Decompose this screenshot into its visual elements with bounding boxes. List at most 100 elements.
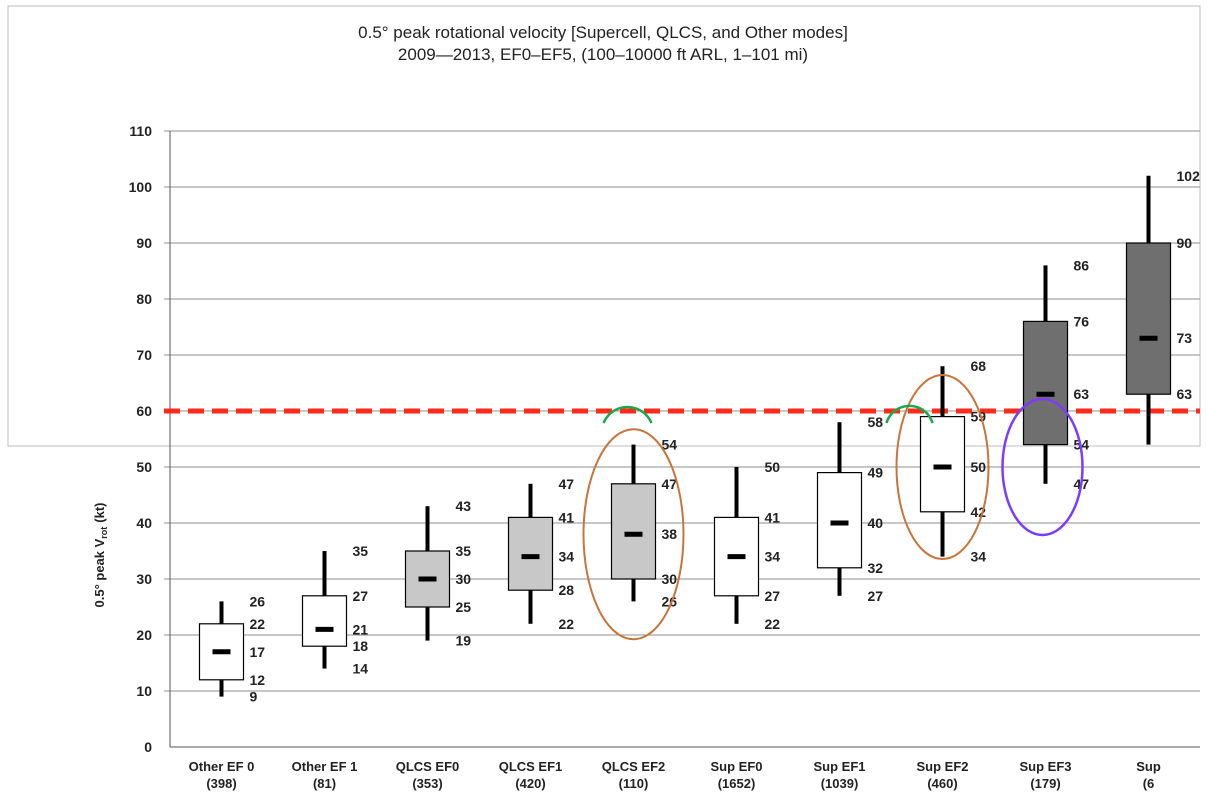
value-label-max: 47 [559,476,575,492]
box-iqr [1125,242,1172,395]
highlight-arc-green-2 [885,404,934,424]
value-label-max: 35 [353,543,369,559]
value-label-q3: 27 [353,588,369,604]
y-tick-label: 50 [136,459,152,475]
highlight-ellipse-qlcs-ef2 [582,428,685,641]
y-axis-label-subscript: rot [99,527,109,539]
y-tick-label: 30 [136,571,152,587]
box-iqr [1022,320,1069,446]
value-label-q3: 35 [456,543,472,559]
value-label-max: 58 [868,414,884,430]
y-tick-label: 70 [136,347,152,363]
value-label-q1: 32 [868,560,884,576]
value-label-max: 43 [456,498,472,514]
value-label-min: 22 [765,616,781,632]
box-iqr [301,595,348,647]
value-label-max: 86 [1074,257,1090,273]
x-tick-label: Other EF 0 [189,759,255,774]
value-label-q1: 63 [1177,386,1193,402]
box-6: 50 41 34 27 22 [713,459,781,632]
value-label-max: 50 [765,459,781,475]
y-tick-label: 40 [136,515,152,531]
y-tick-label: 60 [136,403,152,419]
value-label-min: 14 [353,661,369,677]
value-label-max: 54 [662,437,678,453]
value-label-q1: 12 [250,672,266,688]
value-label-min: 34 [971,549,987,565]
value-label-q1: 30 [662,571,678,587]
x-tick-label: Other EF 1 [292,759,358,774]
annotation-circles [582,374,1084,641]
value-label-median: 50 [971,459,987,475]
x-tick-count: (81) [313,776,336,791]
value-label-min: 9 [250,689,258,705]
x-tick-label: Sup EF0 [710,759,762,774]
x-tick-label: QLCS EF1 [499,759,563,774]
x-tick-label: QLCS EF2 [602,759,666,774]
box-10: 102 90 73 63 [1125,168,1201,445]
box-iqr [507,516,554,591]
value-label-min: 19 [456,633,472,649]
value-label-q3: 90 [1177,235,1193,251]
box-iqr [919,416,966,513]
box-1: 26 22 17 129 [198,593,266,705]
chart-subtitle: 2009—2013, EF0–EF5, (100–10000 ft ARL, 1… [398,45,808,64]
y-tick-label: 100 [129,179,153,195]
value-label-q3: 41 [765,509,781,525]
value-label-median: 38 [662,526,678,542]
x-tick-count: (353) [412,776,442,791]
box-series: 2622171293527211814433530251947413428225… [198,168,1201,705]
value-label-q3: 22 [250,616,266,632]
x-tick-label: Sup EF2 [916,759,968,774]
x-tick-label: QLCS EF0 [396,759,460,774]
x-tick-count: (110) [619,776,649,791]
box-3: 43 35 30 25 19 [404,498,472,649]
y-axis: 0 10 20 30 40 50 60 70 80 90 100 110 [129,123,1200,755]
value-label-q1: 28 [559,582,575,598]
y-tick-label: 80 [136,291,152,307]
x-tick-label: Sup EF3 [1019,759,1071,774]
x-tick-count: (6 [1143,776,1155,791]
value-label-median: 21 [353,621,369,637]
y-axis-label: 0.5° peak Vrot(kt) [92,502,109,607]
value-label-median: 30 [456,571,472,587]
value-label-q1: 18 [353,638,369,654]
value-label-q1: 27 [765,588,781,604]
y-axis-label-unit: (kt) [92,502,107,522]
value-label-max: 102 [1177,168,1201,184]
value-label-median: 73 [1177,330,1193,346]
box-4: 47 41 34 28 22 [507,476,575,632]
x-tick-count: (179) [1030,776,1060,791]
x-tick-count: (398) [206,776,236,791]
box-iqr [816,472,863,569]
value-label-q3: 41 [559,509,575,525]
value-label-median: 17 [250,644,266,660]
value-label-q3: 49 [868,465,884,481]
highlight-ellipse-sup-ef2 [895,374,990,560]
y-tick-label: 110 [129,123,152,139]
value-label-min: 27 [868,588,884,604]
value-label-q3: 76 [1074,313,1090,329]
value-label-median: 40 [868,515,884,531]
x-tick-count: (420) [515,776,545,791]
box-iqr [610,483,657,580]
x-tick-label: Sup EF1 [813,759,865,774]
y-tick-label: 90 [136,235,152,251]
y-tick-label: 0 [144,739,152,755]
value-label-q3: 47 [662,476,678,492]
x-tick-count: (1652) [718,776,756,791]
value-label-min: 22 [559,616,575,632]
value-label-max: 26 [250,593,266,609]
x-tick-count: (460) [927,776,957,791]
y-tick-label: 20 [136,627,152,643]
y-tick-label: 10 [136,683,152,699]
x-tick-count: (1039) [821,776,859,791]
highlight-arc-green-1 [602,405,653,424]
x-tick-label: Sup [1136,759,1161,774]
value-label-median: 63 [1074,386,1090,402]
